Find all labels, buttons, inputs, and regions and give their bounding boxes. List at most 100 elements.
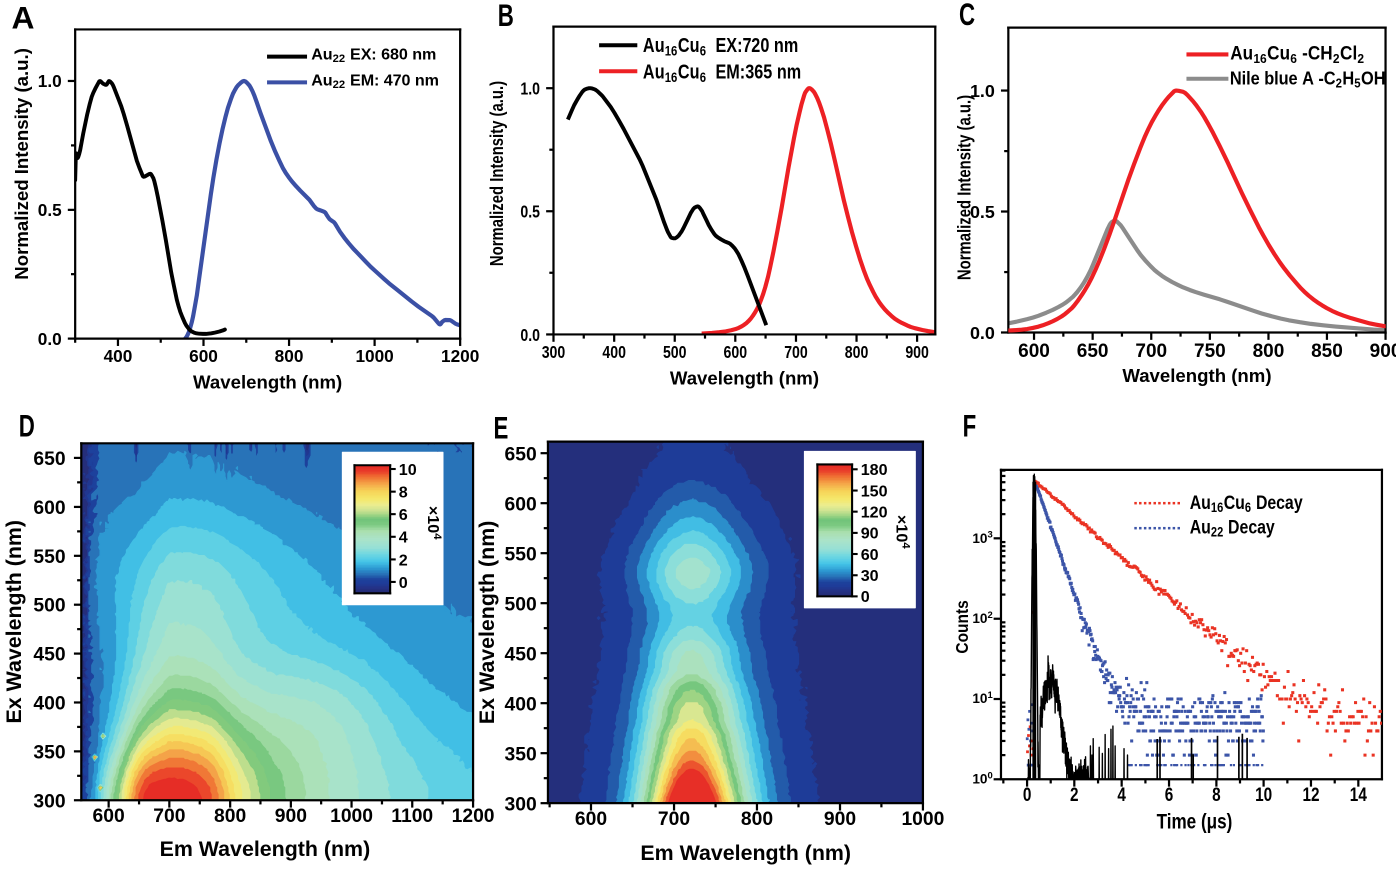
svg-text:30: 30 [861, 567, 879, 585]
svg-text:450: 450 [504, 644, 536, 665]
svg-text:400: 400 [104, 346, 133, 366]
svg-text:Normalized Intensity (a.u.): Normalized Intensity (a.u.) [11, 48, 32, 280]
svg-text:700: 700 [658, 809, 690, 830]
svg-text:650: 650 [1077, 341, 1109, 362]
svg-text:Counts: Counts [953, 600, 972, 653]
svg-text:600: 600 [504, 494, 536, 515]
svg-text:A: A [12, 0, 35, 35]
svg-text:× 1 0 4: × 1 0 4 [891, 515, 916, 549]
svg-text:1 0 2: 1 0 2 [972, 603, 993, 628]
svg-text:Wavelength (nm): Wavelength (nm) [193, 371, 342, 392]
svg-text:550: 550 [33, 547, 65, 568]
svg-text:650: 650 [33, 449, 65, 470]
svg-text:0.0: 0.0 [38, 329, 62, 349]
svg-text:Normalized Intensity (a.u.): Normalized Intensity (a.u.) [486, 81, 507, 266]
svg-text:750: 750 [1194, 341, 1226, 362]
svg-text:0.0: 0.0 [970, 323, 995, 343]
svg-text:650: 650 [504, 444, 536, 465]
svg-text:800: 800 [214, 806, 246, 827]
svg-text:900: 900 [824, 809, 856, 830]
svg-text:800: 800 [741, 809, 773, 830]
svg-text:A u D e: A u D e c a y 2 2 [1190, 515, 1279, 542]
svg-text:400: 400 [33, 693, 65, 714]
svg-text:Em Wavelength (nm): Em Wavelength (nm) [160, 837, 371, 861]
svg-text:D: D [19, 408, 35, 444]
svg-text:Time (μs): Time (μs) [1157, 810, 1233, 834]
svg-text:800: 800 [275, 346, 304, 366]
svg-text:1200: 1200 [441, 346, 479, 366]
svg-text:0.5: 0.5 [520, 203, 540, 222]
svg-text:Wavelength (nm): Wavelength (nm) [670, 367, 819, 388]
svg-text:0.0: 0.0 [520, 326, 540, 345]
svg-text:1 0 0: 1 0 0 [972, 764, 993, 789]
svg-text:1000: 1000 [355, 346, 393, 366]
svg-text:0: 0 [399, 574, 408, 592]
svg-text:8: 8 [399, 483, 408, 501]
svg-text:0: 0 [861, 588, 870, 606]
svg-text:14: 14 [1350, 783, 1367, 805]
svg-text:Em Wavelength (nm): Em Wavelength (nm) [640, 841, 851, 865]
svg-text:2: 2 [399, 551, 408, 569]
svg-text:500: 500 [33, 596, 65, 617]
svg-text:1.0: 1.0 [38, 71, 62, 91]
svg-text:F: F [963, 408, 977, 444]
svg-text:1 0 3: 1 0 3 [972, 523, 993, 548]
svg-text:N i l e: N i l e b l u e A - C H O H 2 5 [1230, 65, 1391, 93]
svg-text:× 1 0 4: × 1 0 4 [423, 506, 448, 540]
svg-text:350: 350 [504, 744, 536, 765]
svg-text:300: 300 [504, 794, 536, 815]
svg-text:90: 90 [861, 525, 879, 543]
svg-text:A u C u: A u C u E M : 3 6 5 n m 1 6 6 [643, 60, 806, 87]
svg-text:1200: 1200 [452, 806, 495, 827]
svg-text:A u C u: A u C u D e c a y 1 6 6 [1190, 490, 1307, 517]
svg-text:1000: 1000 [330, 806, 373, 827]
svg-text:0.5: 0.5 [38, 200, 62, 220]
svg-text:10: 10 [399, 461, 417, 479]
svg-text:400: 400 [504, 694, 536, 715]
svg-text:500: 500 [663, 344, 687, 363]
svg-text:Wavelength (nm): Wavelength (nm) [1122, 365, 1271, 386]
svg-text:150: 150 [861, 482, 888, 500]
svg-text:600: 600 [189, 346, 218, 366]
svg-text:60: 60 [861, 546, 879, 564]
svg-text:600: 600 [33, 498, 65, 519]
svg-text:900: 900 [275, 806, 307, 827]
svg-text:B: B [498, 0, 514, 33]
svg-text:600: 600 [1018, 341, 1050, 362]
svg-text:550: 550 [504, 544, 536, 565]
svg-text:8: 8 [1212, 783, 1221, 805]
svg-text:Ex Wavelength (nm): Ex Wavelength (nm) [2, 520, 26, 723]
svg-text:180: 180 [861, 461, 888, 479]
svg-text:120: 120 [861, 503, 888, 521]
svg-text:400: 400 [602, 344, 626, 363]
svg-text:300: 300 [33, 791, 65, 812]
svg-text:900: 900 [905, 344, 929, 363]
svg-text:700: 700 [1135, 341, 1167, 362]
svg-text:850: 850 [1311, 341, 1343, 362]
svg-text:4: 4 [399, 529, 408, 547]
svg-text:A u E X: A u E X : 6 8 0 n m 2 2 [311, 40, 442, 68]
svg-text:10: 10 [1255, 783, 1272, 805]
svg-text:1000: 1000 [901, 809, 944, 830]
svg-text:6: 6 [1165, 783, 1174, 805]
svg-text:1.0: 1.0 [970, 81, 995, 101]
svg-text:Normalized Intensity (a.u.): Normalized Intensity (a.u.) [954, 95, 975, 280]
svg-text:Ex Wavelength (nm): Ex Wavelength (nm) [475, 521, 499, 724]
svg-text:1.0: 1.0 [520, 80, 540, 99]
svg-text:4: 4 [1117, 783, 1126, 805]
svg-text:450: 450 [33, 645, 65, 666]
svg-text:0: 0 [1023, 783, 1032, 805]
svg-text:300: 300 [542, 344, 566, 363]
svg-text:12: 12 [1302, 783, 1319, 805]
svg-text:900: 900 [1370, 341, 1396, 362]
svg-text:A u C u: A u C u E X : 7 2 0 n m 1 6 6 [643, 33, 803, 60]
svg-text:600: 600 [724, 344, 748, 363]
svg-text:500: 500 [504, 594, 536, 615]
svg-text:600: 600 [93, 806, 125, 827]
svg-text:700: 700 [784, 344, 808, 363]
svg-text:800: 800 [1253, 341, 1285, 362]
svg-text:700: 700 [153, 806, 185, 827]
svg-text:1 0 1: 1 0 1 [972, 683, 993, 708]
svg-text:C: C [959, 0, 975, 32]
svg-text:0.5: 0.5 [970, 202, 995, 222]
